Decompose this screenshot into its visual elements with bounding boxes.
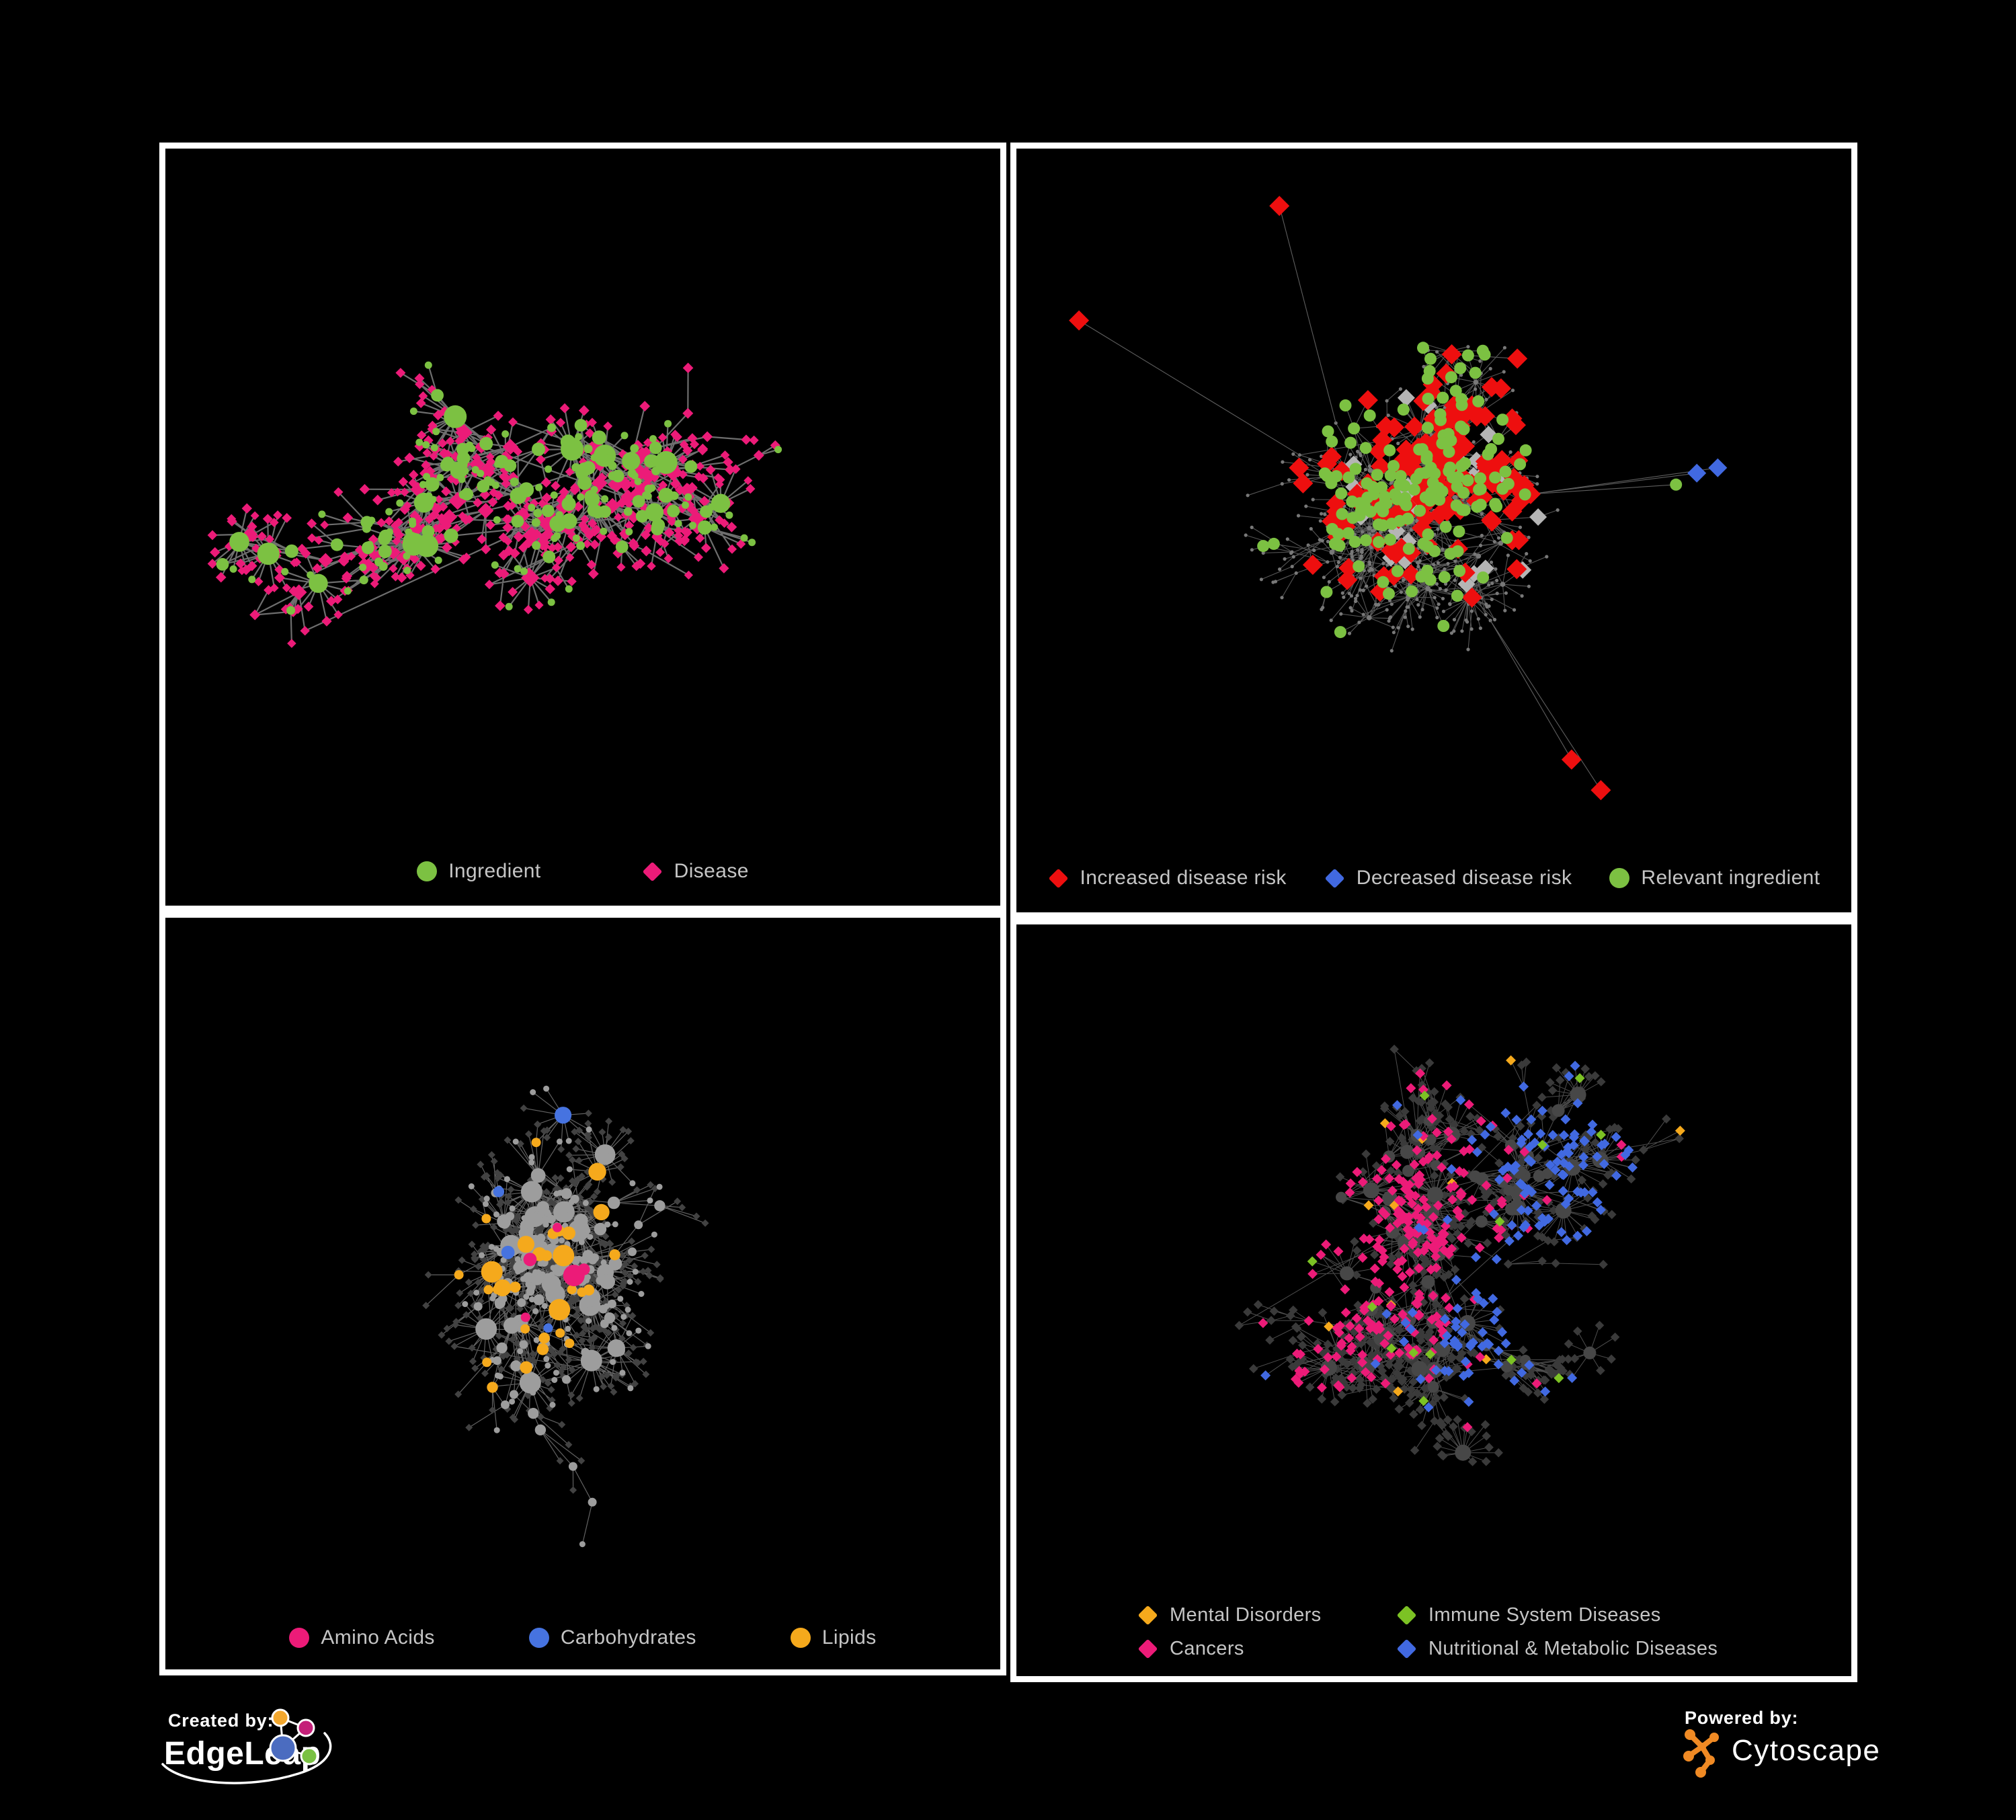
panel-disease-classes: Mental Disorders Immune System Diseases Ca… [1010, 918, 1857, 1682]
legend-label: Increased disease risk [1080, 867, 1287, 889]
legend-ingredient-disease: Ingredient Disease [165, 860, 1000, 883]
legend-label: Ingredient [448, 860, 541, 882]
network-disease-classes [1234, 1044, 1685, 1466]
edgeleap-logo: Created by: EdgeLeap [161, 1708, 332, 1784]
network-ingredient-disease [207, 361, 782, 648]
legend-item: Ingredient [417, 860, 540, 883]
circle-marker-icon [289, 1628, 310, 1648]
cytoscape-brand: Cytoscape [1732, 1734, 1880, 1767]
legend-item: Carbohydrates [528, 1626, 696, 1649]
legend-item: Lipids [790, 1626, 877, 1649]
circle-marker-icon [1609, 868, 1630, 888]
legend-label: Amino Acids [321, 1626, 435, 1649]
network-ingredient-classes [422, 1085, 709, 1548]
legend-disease-classes: Mental Disorders Immune System Diseases Ca… [1137, 1604, 1718, 1660]
legend-label: Nutritional & Metabolic Diseases [1428, 1638, 1718, 1659]
edgeleap-swoosh-icon [161, 1732, 332, 1784]
panel-ingredient-classes: Amino Acids Carbohydrates Lipids [159, 912, 1006, 1675]
legend-item: Disease [642, 860, 749, 883]
legend-label: Relevant ingredient [1641, 867, 1820, 889]
powered-by-label: Powered by: [1685, 1708, 1798, 1728]
cytoscape-logo: Powered by: Cytoscape [1683, 1708, 1880, 1778]
edgeleap-network-icon [269, 1708, 319, 1766]
legend-label: Carbohydrates [560, 1626, 696, 1649]
diamond-marker-icon [1048, 868, 1068, 888]
legend-item: Immune System Diseases [1396, 1604, 1661, 1626]
legend-item: Increased disease risk [1048, 867, 1287, 889]
diamond-marker-icon [642, 861, 662, 881]
legend-item: Relevant ingredient [1609, 867, 1820, 889]
legend-label: Disease [674, 860, 749, 882]
edgeleap-brand: EdgeLeap [164, 1736, 321, 1772]
network-disease-risk [1069, 196, 1728, 801]
circle-marker-icon [528, 1628, 549, 1648]
legend-item: Cancers [1137, 1638, 1244, 1660]
legend-label: Cancers [1170, 1638, 1244, 1659]
panel-ingredient-disease: Ingredient Disease [159, 143, 1006, 912]
legend-ingredient-classes: Amino Acids Carbohydrates Lipids [165, 1626, 1000, 1649]
legend-item: Mental Disorders [1137, 1604, 1322, 1626]
created-by-label: Created by: [168, 1710, 274, 1731]
legend-label: Lipids [821, 1626, 877, 1649]
legend-label: Decreased disease risk [1356, 867, 1572, 889]
legend-item: Nutritional & Metabolic Diseases [1396, 1638, 1718, 1660]
legend-disease-risk: Increased disease risk Decreased disease … [1016, 867, 1851, 889]
legend-label: Mental Disorders [1170, 1604, 1322, 1626]
legend-item: Amino Acids [289, 1626, 434, 1649]
cytoscape-network-icon [1683, 1729, 1719, 1778]
circle-marker-icon [417, 861, 438, 881]
diamond-marker-icon [1137, 1605, 1158, 1626]
circle-marker-icon [790, 1628, 811, 1648]
diamond-marker-icon [1396, 1605, 1417, 1626]
panel-disease-risk: Increased disease risk Decreased disease … [1010, 143, 1857, 918]
diamond-marker-icon [1324, 868, 1345, 888]
legend-item: Decreased disease risk [1324, 867, 1572, 889]
diamond-marker-icon [1137, 1638, 1158, 1659]
legend-label: Immune System Diseases [1428, 1604, 1661, 1626]
diamond-marker-icon [1396, 1638, 1417, 1659]
